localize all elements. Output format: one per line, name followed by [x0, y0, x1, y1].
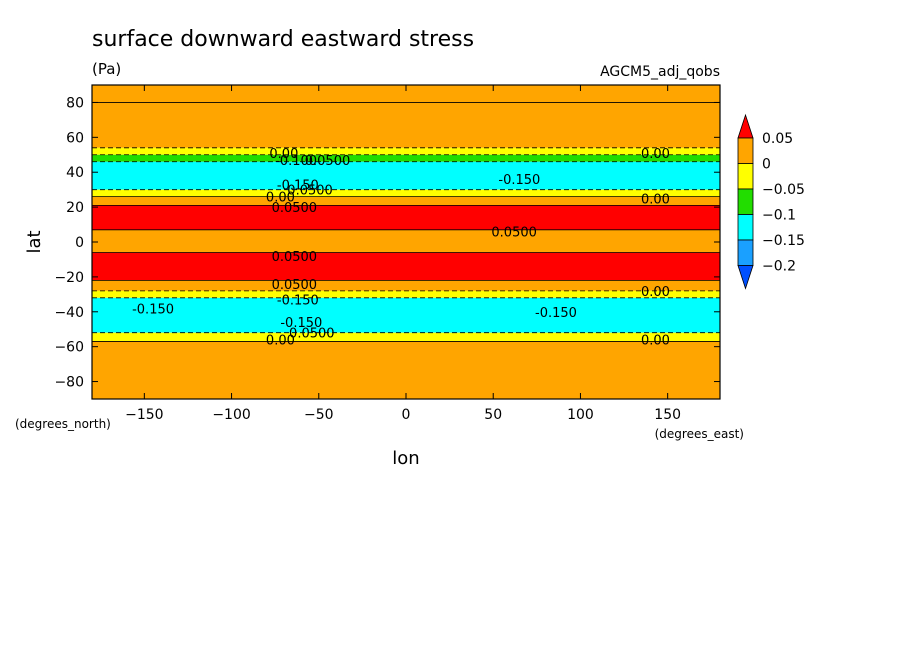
units-label: (Pa) [92, 60, 121, 78]
colorbar-label-5: −0.2 [762, 259, 796, 275]
colorbar-label-4: −0.15 [762, 233, 805, 249]
colorbar-swatch-2 [737, 163, 754, 190]
plot-area [92, 85, 720, 399]
y-tick-label-5: −20 [54, 270, 84, 286]
y-tick-label-7: −60 [54, 340, 84, 356]
y-units-label: (degrees_north) [15, 417, 111, 431]
x-tick-label-0: −150 [125, 407, 163, 423]
colorbar-top-arrow [737, 113, 754, 139]
stress-band-8 [92, 229, 720, 253]
contour-label-5: 0.00 [266, 191, 295, 206]
stress-band-11 [92, 290, 720, 298]
stress-band-13 [92, 332, 720, 342]
contour-label-3: -0.150 [277, 178, 319, 193]
contour-label-6: 0.0500 [272, 201, 318, 216]
colorbar-label-3: −0.1 [762, 208, 796, 224]
y-tick-label-8: −80 [54, 375, 84, 391]
x-tick-label-6: 150 [654, 407, 681, 423]
stress-band-1 [92, 102, 720, 148]
contour-label-10: 0.0500 [491, 226, 537, 241]
dataset-label: AGCM5_adj_qobs [600, 64, 720, 80]
colorbar-bottom-arrow [737, 265, 754, 290]
stress-band-7 [92, 205, 720, 230]
stress-band-3 [92, 154, 720, 162]
chart-title: surface downward eastward stress [92, 27, 474, 52]
stress-band-14 [92, 341, 720, 399]
colorbar-label-2: −0.05 [762, 182, 805, 198]
contour-label-0: 0.00 [269, 147, 298, 162]
stress-band-12 [92, 297, 720, 333]
contour-label-1: -0.100 [275, 154, 317, 169]
contour-label-14: -0.150 [132, 302, 174, 317]
contour-label-9: 0.00 [641, 192, 670, 207]
x-tick-label-5: 100 [567, 407, 594, 423]
colorbar-swatch-1 [737, 137, 754, 164]
contour-label-17: -0.150 [280, 316, 322, 331]
contour-label-13: -0.150 [277, 294, 319, 309]
x-tick-label-2: −50 [304, 407, 334, 423]
contour-label-4: 0.0500 [287, 184, 333, 199]
x-tick-label-3: 0 [402, 407, 411, 423]
x-tick-label-1: −100 [212, 407, 250, 423]
stress-band-0 [92, 85, 720, 103]
stress-band-5 [92, 189, 720, 197]
y-tick-label-0: 80 [66, 95, 84, 111]
stress-band-4 [92, 161, 720, 190]
contour-label-7: -0.150 [498, 173, 540, 188]
x-units-label: (degrees_east) [655, 427, 744, 441]
colorbar-swatch-4 [737, 214, 754, 241]
colorbar: 0.05 0 −0.05 −0.1 −0.15 −0.2 [737, 113, 805, 290]
contour-label-18: 0.0500 [289, 327, 335, 342]
colorbar-swatch-5 [737, 239, 754, 266]
colorbar-label-0: 0.05 [762, 131, 793, 147]
contour-label-16: 0.00 [641, 285, 670, 300]
stress-band-9 [92, 252, 720, 281]
contour-label-15: -0.150 [535, 306, 577, 321]
y-tick-label-2: 40 [66, 165, 84, 181]
contour-label-11: 0.0500 [272, 250, 318, 265]
contour-label-20: 0.00 [641, 334, 670, 349]
y-tick-label-4: 0 [75, 235, 84, 251]
stress-band-2 [92, 147, 720, 155]
y-tick-label-3: 20 [66, 200, 84, 216]
x-axis-label: lon [392, 448, 419, 469]
stress-band-10 [92, 280, 720, 291]
contour-label-12: 0.0500 [272, 278, 318, 293]
stress-band-6 [92, 196, 720, 206]
y-tick-label-1: 60 [66, 130, 84, 146]
colorbar-label-1: 0 [762, 157, 771, 173]
contour-label-19: 0.00 [266, 334, 295, 349]
y-tick-label-6: −40 [54, 305, 84, 321]
contour-label-8: 0.00 [641, 147, 670, 162]
contour-label-2: 0.0500 [305, 154, 351, 169]
colorbar-swatch-3 [737, 188, 754, 215]
x-tick-label-4: 50 [484, 407, 502, 423]
y-axis-label: lat [24, 230, 45, 253]
